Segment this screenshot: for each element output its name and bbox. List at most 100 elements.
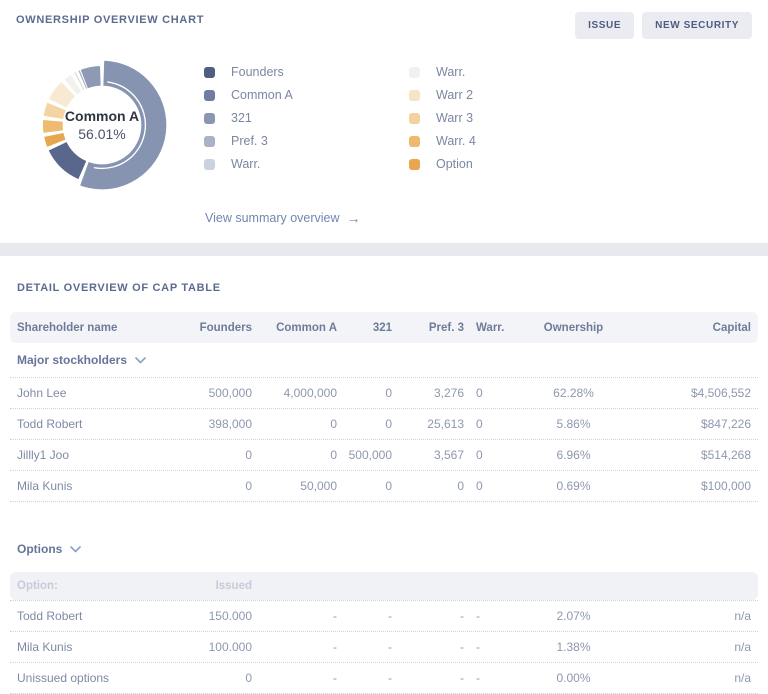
column-header-shareholder-name: Shareholder name xyxy=(17,321,118,334)
legend-item-warr-3[interactable]: Warr 3 xyxy=(409,111,476,125)
cell-321: 0 xyxy=(385,386,392,400)
cell-capital: $4,506,552 xyxy=(690,386,751,400)
cell-ownership: 0.69% xyxy=(556,479,591,493)
donut-segment-warr[interactable] xyxy=(36,59,168,191)
chevron-down-icon xyxy=(70,545,82,552)
cell-321: - xyxy=(388,609,392,623)
legend-item-warr[interactable]: Warr. xyxy=(204,157,387,171)
cell-shareholder-name: John Lee xyxy=(17,386,67,400)
cell-common-a: - xyxy=(333,609,337,623)
cell-founders: 100.000 xyxy=(208,640,252,654)
cell-shareholder-name: Unissued options xyxy=(17,671,110,685)
table-row-todd-robert[interactable]: Todd Robert 398,000 0 0 25,613 0 5.86% $847,226 xyxy=(10,409,758,440)
view-summary-link-label: View summary overview xyxy=(205,211,340,225)
cell-shareholder-name: Mila Kunis xyxy=(17,479,73,493)
cell-common-a: 50,000 xyxy=(300,479,337,493)
cell-capital: n/a xyxy=(734,640,751,654)
legend-item-founders[interactable]: Founders xyxy=(204,65,387,79)
cell-ownership: 0.00% xyxy=(556,671,591,685)
cell-founders: 150.000 xyxy=(208,609,252,623)
legend-item-321[interactable]: 321 xyxy=(204,111,387,125)
donut-segment-pref-3[interactable] xyxy=(38,61,167,190)
legend-swatch xyxy=(204,158,215,170)
cell-ownership: 6.96% xyxy=(556,448,591,462)
donut-hole xyxy=(62,85,142,165)
column-header-founders: Founders xyxy=(199,321,252,334)
legend-swatch xyxy=(204,66,215,78)
donut-segment-option[interactable] xyxy=(38,61,165,188)
legend-label: Common A xyxy=(231,88,293,102)
cell-capital: $514,268 xyxy=(700,448,751,462)
issue-button[interactable]: ISSUE xyxy=(575,12,635,39)
donut-segment-warr-4[interactable] xyxy=(42,65,162,185)
table-row-todd-robert[interactable]: Todd Robert 150.000- - - -2.07% n/a xyxy=(10,601,758,632)
cell-pref-3: 3,276 xyxy=(433,386,464,400)
table-row-jillly1-joo[interactable]: Jillly1 Joo 0 0 500,000 3,567 0 6.96% $514,268 xyxy=(10,440,758,471)
table-row-mila-kunis[interactable]: Mila Kunis 0 50,000 0 0 0 0.69% $100,000 xyxy=(10,471,758,502)
cell-capital: $847,226 xyxy=(700,417,751,431)
cell-321: - xyxy=(388,671,392,685)
column-header-warr: Warr. xyxy=(476,321,505,334)
legend-item-warr[interactable]: Warr. xyxy=(409,65,476,79)
table-row-mila-kunis[interactable]: Mila Kunis 100.000- - - -1.38% n/a xyxy=(10,632,758,663)
table-row-john-lee[interactable]: John Lee 500,000 4,000,000 0 3,276 0 62.28% $4,… xyxy=(10,378,758,409)
cell-ownership: 62.28% xyxy=(553,386,594,400)
legend-swatch xyxy=(204,135,215,147)
cell-pref-3: 3,567 xyxy=(433,448,464,462)
column-header-321: 321 xyxy=(372,321,392,334)
cell-ownership: 2.07% xyxy=(556,609,591,623)
cell-shareholder-name: Jillly1 Joo xyxy=(17,448,70,462)
ownership-donut-chart[interactable]: Common A 56.01% xyxy=(30,53,174,197)
new-security-button[interactable]: NEW SECURITY xyxy=(642,12,752,39)
cell-founders: 0 xyxy=(245,671,252,685)
cell-common-a: - xyxy=(333,671,337,685)
cell-321: 500,000 xyxy=(348,448,392,462)
cell-warr: 0 xyxy=(476,417,483,431)
column-header-common-a: Common A xyxy=(276,321,337,334)
legend-item-common-a[interactable]: Common A xyxy=(204,88,387,102)
donut-segment-warr-3[interactable] xyxy=(42,65,162,185)
group-toggle-major-stockholders[interactable]: Major stockholders xyxy=(10,343,758,377)
legend-label: 321 xyxy=(231,111,252,125)
table-header-row: Shareholder name Founders Common A 321 Pref.… xyxy=(10,312,758,343)
legend-item-warr-4[interactable]: Warr. 4 xyxy=(409,134,476,148)
legend-item-warr-2[interactable]: Warr 2 xyxy=(409,88,476,102)
group-toggle-options[interactable]: Options xyxy=(10,532,758,566)
legend-label: Founders xyxy=(231,65,284,79)
view-summary-link[interactable]: View summary overview → xyxy=(205,211,361,225)
legend-label: Warr. xyxy=(231,157,261,171)
ownership-overview-card: OWNERSHIP OVERVIEW CHART ISSUE NEW SECUR… xyxy=(0,0,768,243)
cell-warr: 0 xyxy=(476,386,483,400)
section-divider xyxy=(0,243,768,256)
cell-warr: - xyxy=(476,671,480,685)
ownership-chart-area: Common A 56.01% Founders Common A 321 Pref.… xyxy=(30,53,752,197)
donut-segment-warr[interactable] xyxy=(33,56,171,194)
donut-highlight-arc xyxy=(57,80,147,170)
cell-warr: - xyxy=(476,640,480,654)
cell-321: 0 xyxy=(385,479,392,493)
cell-ownership: 5.86% xyxy=(556,417,591,431)
legend-swatch xyxy=(409,66,420,78)
legend-label: Warr 2 xyxy=(436,88,474,102)
cell-pref-3: 25,613 xyxy=(427,417,464,431)
donut-svg xyxy=(33,56,171,194)
chart-legend-left: Founders Common A 321 Pref. 3 Warr. xyxy=(204,65,387,197)
cell-pref-3: - xyxy=(460,671,464,685)
cell-321: 0 xyxy=(385,417,392,431)
cell-pref-3: - xyxy=(460,640,464,654)
legend-label: Warr. 4 xyxy=(436,134,476,148)
subheader-shareholder-name: Option: xyxy=(17,580,58,592)
donut-segment-321[interactable] xyxy=(39,62,166,189)
legend-swatch xyxy=(409,135,420,147)
options-subheader-row: Option: Issued xyxy=(10,572,758,600)
donut-segment-warr-2[interactable] xyxy=(36,59,167,190)
card-header: OWNERSHIP OVERVIEW CHART ISSUE NEW SECUR… xyxy=(16,12,752,39)
legend-item-pref-3[interactable]: Pref. 3 xyxy=(204,134,387,148)
cap-table-section: DETAIL OVERVIEW OF CAP TABLE Shareholder… xyxy=(0,256,768,694)
table-row-unissued-options[interactable]: Unissued options 0- - - -0.00% n/a xyxy=(10,663,758,694)
legend-item-option[interactable]: Option xyxy=(409,157,476,171)
cell-warr: - xyxy=(476,609,480,623)
subheader-founders: Issued xyxy=(215,580,252,592)
cap-table-body: Major stockholders John Lee 500,000 4,000,0… xyxy=(10,343,758,694)
cell-founders: 0 xyxy=(245,448,252,462)
